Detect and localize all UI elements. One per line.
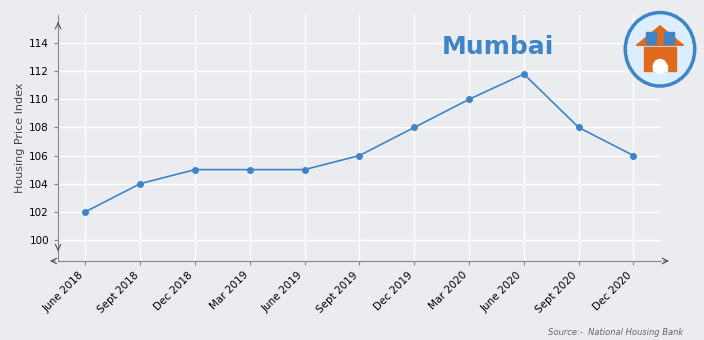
Polygon shape	[653, 65, 667, 71]
Polygon shape	[665, 32, 674, 44]
Polygon shape	[643, 47, 677, 71]
Text: Mumbai: Mumbai	[442, 35, 554, 59]
Text: Source:-  National Housing Bank: Source:- National Housing Bank	[548, 328, 683, 337]
Circle shape	[653, 59, 667, 73]
Y-axis label: Housing Price Index: Housing Price Index	[15, 83, 25, 193]
Polygon shape	[646, 32, 655, 44]
Polygon shape	[636, 26, 684, 45]
Circle shape	[625, 13, 695, 86]
